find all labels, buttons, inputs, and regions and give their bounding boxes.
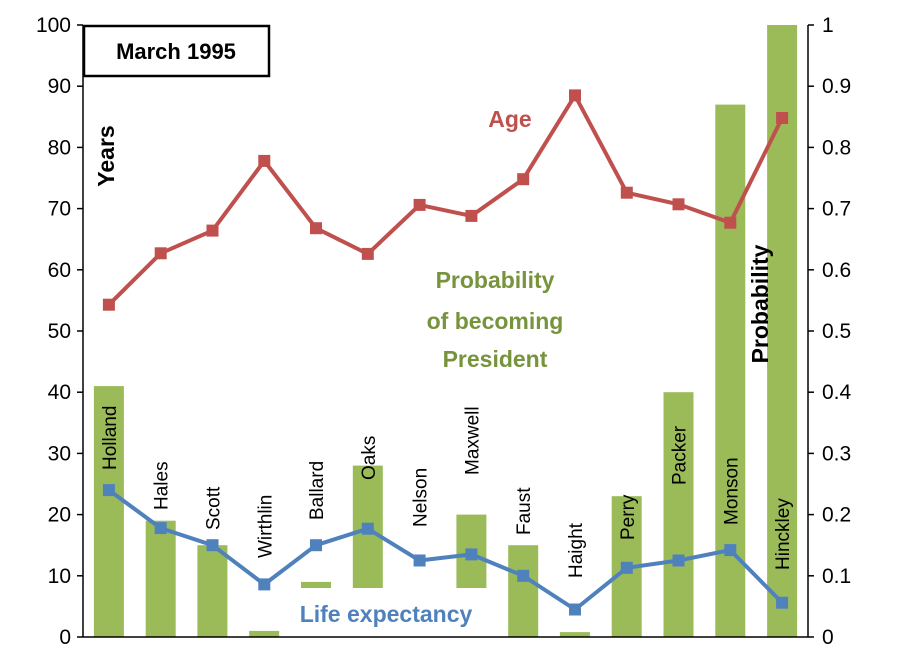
right-tick-label: 1 [822, 14, 834, 37]
category-label-holland: Holland [100, 406, 121, 470]
right-tick-label: 0.6 [822, 259, 851, 282]
age-point-ballard [310, 222, 322, 235]
right-tick-label: 0.3 [822, 442, 851, 465]
right-tick-label: 0.9 [822, 75, 851, 98]
left-tick-label: 10 [48, 565, 71, 588]
bar-wirthlin [249, 630, 280, 637]
age-point-faust [517, 173, 530, 186]
life-expectancy-point-packer [672, 554, 685, 567]
left-tick-label: 40 [48, 381, 71, 404]
date-box: March 1995 [82, 24, 271, 78]
bar-packer [663, 392, 694, 637]
probability-annotation-line2: of becoming [427, 308, 564, 334]
age-point-monson [724, 216, 737, 229]
left-tick-label: 80 [48, 136, 71, 159]
bar-scott [197, 545, 228, 637]
category-label-scott: Scott [204, 486, 225, 530]
category-label-hinckley: Hinckley [773, 498, 794, 570]
left-tick-label: 90 [48, 75, 71, 98]
life-expectancy-annotation: Life expectancy [300, 601, 473, 627]
right-tick-label: 0.2 [822, 504, 851, 527]
age-point-wirthlin [258, 154, 271, 167]
life-expectancy-point-haight [569, 603, 581, 616]
life-expectancy-line [107, 488, 784, 612]
left-tick-label: 0 [59, 626, 71, 649]
right-tick-label: 0.8 [822, 136, 851, 159]
age-point-oaks [361, 247, 374, 260]
age-point-scott [206, 224, 219, 237]
life-expectancy-point-hinckley [776, 596, 789, 609]
left-tick-label: 60 [48, 259, 71, 282]
age-point-hales [154, 247, 167, 260]
category-label-ballard: Ballard [307, 461, 328, 520]
bar-faust [508, 545, 539, 637]
right-tick-label: 0.7 [822, 198, 851, 221]
age-point-haight [569, 89, 581, 102]
date-box-frame [82, 24, 271, 78]
right-tick-label: 0.4 [822, 381, 852, 404]
date-box-text: March 1995 [116, 39, 236, 64]
probability-annotation-line3: President [443, 346, 548, 372]
age-point-nelson [413, 198, 426, 211]
life-expectancy-point-holland [102, 484, 115, 497]
category-label-nelson: Nelson [411, 468, 432, 527]
life-expectancy-point-maxwell [465, 548, 478, 561]
bar-monson [715, 104, 746, 638]
bar-holland [93, 386, 124, 637]
life-expectancy-point-oaks [361, 522, 374, 535]
category-label-monson: Monson [721, 457, 742, 525]
age-annotation: Age [488, 106, 531, 132]
right-tick-labels: 0 0.1 0.2 0.3 0.4 0.5 0.6 0.7 0.8 0.9 1 [808, 14, 852, 649]
left-tick-label: 50 [48, 320, 71, 343]
left-tick-label: 70 [48, 198, 71, 221]
category-label-faust: Faust [514, 487, 535, 535]
right-tick-label: 0.5 [822, 320, 851, 343]
probability-annotation-line1: Probability [436, 267, 555, 293]
left-tick-labels: 0 10 20 30 40 50 60 70 80 90 100 [36, 14, 83, 649]
life-expectancy-point-scott [206, 539, 219, 552]
y-axis-title: Years [93, 125, 119, 186]
age-point-maxwell [465, 209, 478, 222]
life-expectancy-point-faust [517, 569, 530, 582]
y2-axis-title: Probability [747, 244, 773, 363]
life-expectancy-point-monson [724, 544, 737, 557]
category-label-haight: Haight [566, 522, 587, 578]
bar-hinckley [767, 25, 798, 637]
life-expectancy-point-perry [620, 561, 633, 574]
category-label-oaks: Oaks [359, 436, 380, 480]
life-expectancy-point-nelson [413, 554, 426, 567]
bar-haight [559, 632, 590, 637]
right-tick-label: 0.1 [822, 565, 851, 588]
lines-layer [102, 89, 789, 616]
life-expectancy-point-ballard [310, 539, 322, 552]
category-label-perry: Perry [618, 494, 639, 540]
category-label-packer: Packer [670, 425, 691, 485]
bar-ballard [301, 581, 331, 588]
life-expectancy-point-hales [154, 522, 167, 535]
left-tick-label: 20 [48, 504, 71, 527]
age-point-hinckley [776, 112, 789, 124]
left-tick-label: 100 [36, 14, 71, 37]
right-tick-label: 0 [822, 626, 834, 649]
age-point-holland [102, 298, 115, 311]
bar-hales [145, 520, 176, 637]
category-labels: Holland Hales Scott Wirthlin Ballard Oaks Nels… [100, 406, 794, 578]
age-point-perry [620, 186, 633, 199]
age-point-packer [672, 198, 685, 211]
age-line [107, 93, 784, 307]
category-label-maxwell: Maxwell [462, 406, 483, 475]
left-tick-label: 30 [48, 442, 71, 465]
life-expectancy-point-wirthlin [258, 578, 271, 591]
category-label-hales: Hales [152, 461, 173, 510]
category-label-wirthlin: Wirthlin [255, 495, 276, 558]
